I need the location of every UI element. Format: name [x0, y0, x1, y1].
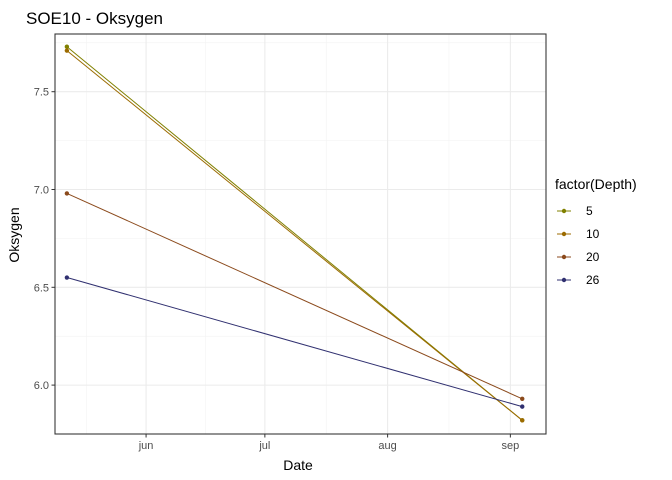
x-tick-label: jul [258, 440, 270, 452]
series-line-10 [66, 50, 523, 421]
legend-key-point [561, 254, 567, 260]
y-tick-label: 6.0 [34, 380, 49, 392]
chart-title: SOE10 - Oksygen [26, 9, 163, 28]
x-axis-title: Date [283, 457, 313, 473]
y-tick-label: 7.0 [34, 185, 49, 197]
x-tick-label: jun [138, 440, 154, 452]
panel-border [54, 33, 547, 435]
data-point-26 [520, 404, 525, 409]
x-tick-label: sep [501, 440, 519, 452]
legend: factor(Depth) 5 10 20 26 [555, 176, 637, 287]
y-tick-label: 7.5 [34, 87, 49, 99]
data-point-10 [520, 418, 525, 423]
legend-label: 10 [586, 227, 600, 241]
y-axis-title: Oksygen [6, 207, 22, 262]
y-tick-label: 6.5 [34, 282, 49, 294]
x-axis: jun jul aug sep [138, 434, 519, 452]
data-point-5 [64, 44, 70, 49]
plot-panel [55, 34, 546, 434]
legend-label: 5 [586, 204, 593, 218]
series-line-20 [66, 192, 523, 400]
series-line-5 [66, 46, 523, 421]
legend-key-point [561, 231, 567, 237]
data-point-26 [64, 275, 70, 280]
x-tick-label: aug [378, 440, 396, 452]
panel-background [55, 34, 546, 434]
data-point-20 [64, 191, 70, 196]
legend-key-point [561, 208, 567, 214]
data-point-10 [64, 48, 70, 53]
series-line-26 [66, 277, 523, 408]
legend-key-point [561, 277, 567, 283]
series-layer [54, 33, 547, 435]
legend-label: 26 [586, 273, 600, 287]
legend-label: 20 [586, 250, 600, 264]
y-axis: 6.0 6.5 7.0 7.5 [34, 87, 55, 392]
legend-title: factor(Depth) [555, 176, 637, 192]
data-point-20 [520, 396, 525, 401]
